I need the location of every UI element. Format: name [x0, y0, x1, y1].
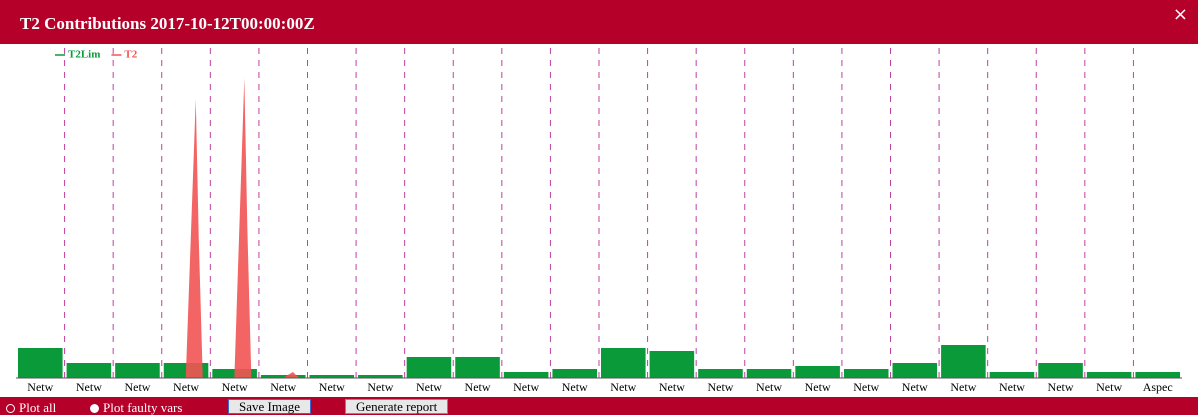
- close-button[interactable]: ×: [1172, 4, 1188, 25]
- x-tick-label: Netw: [270, 380, 296, 394]
- header: T2 Contributions 2017-10-12T00:00:00Z ×: [0, 0, 1198, 44]
- area-segment: [260, 375, 306, 378]
- x-tick-label: Netw: [610, 380, 636, 394]
- legend-label: T2: [124, 49, 137, 61]
- area-segment: [552, 369, 597, 378]
- area-segment: [746, 369, 792, 378]
- x-tick-label: Netw: [416, 380, 442, 394]
- radio: [6, 403, 15, 413]
- x-tick-label: Netw: [1096, 380, 1122, 394]
- radio-plot-faulty[interactable]: Plot faulty vars: [90, 400, 182, 416]
- area-segment: [406, 357, 452, 378]
- x-tick-label: Aspec: [1143, 380, 1173, 394]
- x-tick-label: Netw: [853, 380, 879, 394]
- x-tick-label: Netw: [659, 380, 685, 394]
- area-segment: [358, 375, 403, 378]
- control-bar: Plot all Plot faulty vars Save Image Gen…: [0, 397, 1198, 415]
- legend-label: T2Lim: [68, 49, 100, 61]
- title: T2 Contributions 2017-10-12T00:00:00Z: [20, 14, 315, 33]
- radio: [90, 403, 99, 413]
- x-tick-label: Netw: [173, 380, 199, 394]
- area-segment: [309, 375, 355, 378]
- area-segment: [843, 369, 889, 378]
- area-segment: [455, 357, 500, 378]
- radio-plot-all[interactable]: Plot all: [6, 400, 56, 416]
- x-tick-label: Netw: [805, 380, 831, 394]
- x-tick-label: Netw: [124, 380, 150, 394]
- x-tick-label: Netw: [562, 380, 588, 394]
- save-button[interactable]: Save Image: [228, 399, 312, 414]
- area-segment: [115, 363, 160, 378]
- area-segment: [989, 372, 1035, 378]
- x-tick-label: Netw: [27, 380, 53, 394]
- spike: [282, 372, 300, 378]
- x-tick-label: Netw: [999, 380, 1025, 394]
- x-tick-label: Netw: [465, 380, 491, 394]
- x-tick-label: Netw: [902, 380, 928, 394]
- area-segment: [941, 345, 986, 378]
- area-segment: [1086, 372, 1132, 378]
- spike: [185, 99, 203, 378]
- report-button[interactable]: Generate report: [345, 399, 449, 414]
- chart: T2Lim T2 Netw Netw Netw Netw Netw Netw Netw Netw N…: [16, 48, 1182, 394]
- x-tick-label: Netw: [707, 380, 733, 394]
- area-segment: [18, 348, 63, 378]
- area-segment: [1038, 363, 1083, 378]
- area-segment: [795, 366, 840, 378]
- x-tick-label: Netw: [319, 380, 345, 394]
- x-tick-label: Netw: [1048, 380, 1074, 394]
- x-tick-label: Netw: [513, 380, 539, 394]
- spike: [234, 78, 252, 378]
- x-tick-label: Netw: [367, 380, 393, 394]
- area-segment: [1135, 372, 1180, 378]
- x-tick-label: Netw: [950, 380, 976, 394]
- area-segment: [698, 369, 743, 378]
- label: Plot all: [19, 400, 57, 415]
- x-tick-label: Netw: [222, 380, 248, 394]
- label: Plot faulty vars: [103, 400, 183, 415]
- area-segment: [892, 363, 938, 378]
- area-segment: [649, 351, 695, 378]
- x-tick-label: Netw: [756, 380, 782, 394]
- x-tick-label: Netw: [76, 380, 102, 394]
- area-segment: [503, 372, 549, 378]
- area-segment: [601, 348, 646, 378]
- area-segment: [66, 363, 112, 378]
